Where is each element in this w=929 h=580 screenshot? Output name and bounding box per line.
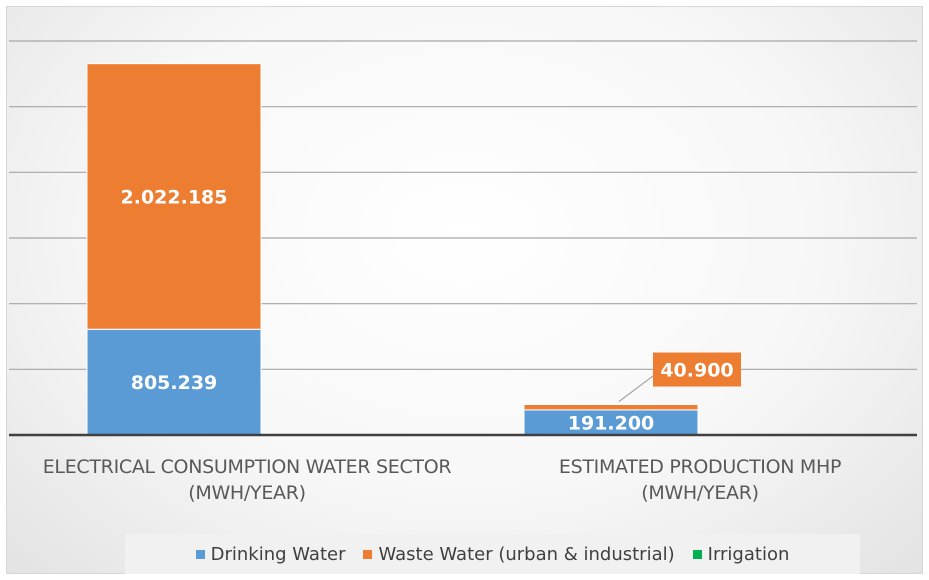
bar-segment [523,409,699,436]
category-label-line-2: (MWH/YEAR) [641,482,759,504]
category-label-line-1: ESTIMATED PRODUCTION MHP [558,456,842,478]
bar-segment [86,63,262,330]
callout-box [653,352,741,387]
data-label: 805.239 [131,372,218,394]
legend: Drinking Water Waste Water (urban & indu… [125,534,860,574]
data-label: 2.022.185 [121,186,228,208]
legend-label: Waste Water (urban & industrial) [378,543,675,565]
category-label-electrical-consumption: ELECTRICAL CONSUMPTION WATER SECTOR (MWH… [27,454,467,506]
legend-label: Irrigation [707,543,790,565]
legend-swatch-irrigation [692,549,702,559]
legend-item-irrigation: Irrigation [692,543,790,565]
category-label-line-2: (MWH/YEAR) [188,482,306,504]
legend-item-waste-water: Waste Water (urban & industrial) [363,543,675,565]
chart-plot-area: 805.239 2.022.185 191.200 40.900 [9,40,917,437]
legend-swatch-drinking-water [195,549,205,559]
legend-swatch-waste-water [363,549,373,559]
data-label: 191.200 [568,412,655,434]
callout-leader-line [618,371,660,402]
legend-label: Drinking Water [210,543,346,565]
legend-item-drinking-water: Drinking Water [195,543,346,565]
data-label: 40.900 [660,360,733,382]
category-label-estimated-production: ESTIMATED PRODUCTION MHP (MWH/YEAR) [480,454,920,506]
bar-segment [523,404,699,411]
chart-frame: 805.239 2.022.185 191.200 40.900 ELECTRICAL… [6,6,923,574]
category-label-line-1: ELECTRICAL CONSUMPTION WATER SECTOR [42,456,452,478]
